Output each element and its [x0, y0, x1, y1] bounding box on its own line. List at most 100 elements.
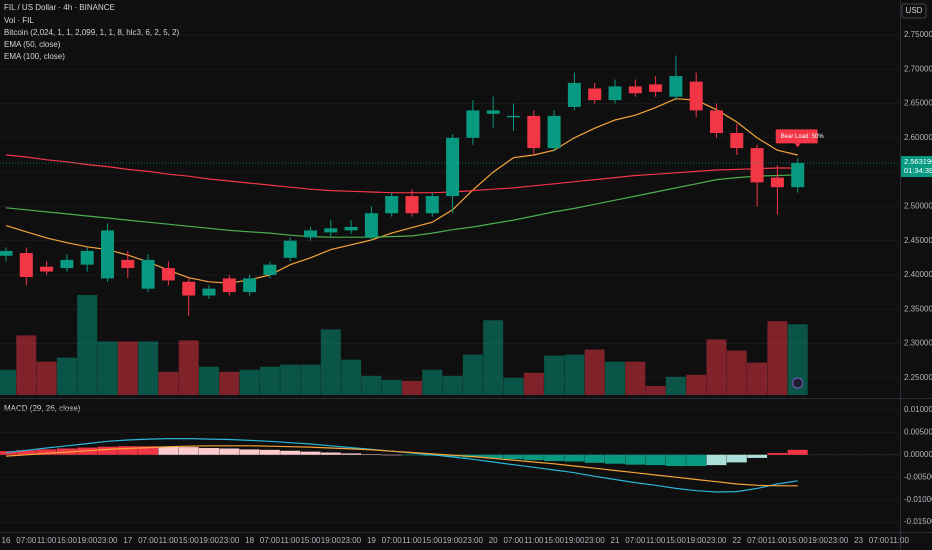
candle-body	[791, 163, 805, 188]
x-tick-label: 11:00	[889, 536, 909, 545]
candle-body	[304, 230, 317, 238]
x-tick-label: 22	[732, 536, 741, 545]
candle-body	[628, 86, 642, 94]
candle-body	[141, 259, 155, 289]
candle-body	[669, 76, 683, 97]
volume-bar	[239, 369, 260, 395]
x-tick-label: 07:00	[260, 536, 281, 545]
y-tick-label: 2.3500000	[904, 304, 932, 313]
x-tick-label: 07:00	[382, 536, 403, 545]
indicator-line	[5, 174, 798, 238]
volume-bar	[341, 359, 362, 395]
x-tick-label: 23:00	[463, 536, 484, 545]
volume-bar	[483, 320, 504, 395]
candle-body	[364, 213, 378, 238]
volume-bar	[300, 364, 321, 395]
x-tick-label: 07:00	[138, 536, 159, 545]
volume-bar	[503, 377, 524, 395]
y-tick-label: 2.7000000	[904, 64, 932, 73]
candle-body	[40, 266, 54, 272]
x-tick-label: 18	[245, 536, 254, 545]
x-tick-label: 07:00	[503, 536, 524, 545]
candle-body	[324, 228, 338, 233]
x-tick-label: 15:00	[179, 536, 200, 545]
candle-body	[547, 115, 561, 149]
macd-histogram-bar	[605, 454, 625, 464]
y-tick-label: 2.4000000	[904, 270, 932, 279]
macd-histogram-bar	[523, 454, 544, 461]
macd-histogram-bar	[706, 454, 727, 466]
indicator-line	[5, 154, 798, 194]
volume-bar	[138, 341, 159, 395]
candle-body	[344, 226, 358, 231]
currency-button[interactable]	[901, 3, 927, 19]
candle-body	[121, 259, 135, 269]
candle-body	[608, 86, 622, 101]
volume-bar	[564, 354, 585, 395]
x-tick-label: 16	[2, 536, 11, 545]
x-tick-label: 15:00	[422, 536, 443, 545]
annotation-box	[775, 129, 818, 144]
x-tick-label: 15:00	[300, 536, 321, 545]
x-tick-label: 11:00	[159, 536, 179, 545]
volume-bar	[77, 295, 98, 395]
x-tick-label: 23:00	[97, 536, 118, 545]
candle-body	[466, 110, 480, 138]
x-tick-label: 19:00	[77, 536, 98, 545]
candle-body	[405, 196, 419, 214]
y-tick-label: -0.0050000	[904, 472, 932, 481]
y-tick-label: 2.6000000	[904, 133, 932, 142]
candle-body	[283, 240, 297, 258]
x-tick-label: 07:00	[16, 536, 37, 545]
x-tick-label: 15:00	[788, 536, 809, 545]
macd-histogram-bar	[199, 448, 219, 455]
candle-body	[182, 281, 196, 296]
x-tick-label: 21	[611, 536, 620, 545]
macd-histogram-bar	[16, 450, 37, 455]
indicator-line	[5, 98, 798, 284]
x-tick-label: 23:00	[585, 536, 606, 545]
x-tick-label: 17	[123, 536, 132, 545]
annotation-pointer	[794, 143, 801, 148]
macd-histogram-bar	[36, 449, 57, 455]
volume-bar	[462, 354, 483, 395]
candle-body	[507, 115, 520, 118]
currency-label[interactable]: USD	[906, 6, 923, 15]
candle-body	[243, 278, 257, 293]
volume-bar	[747, 362, 768, 395]
macd-histogram-bar	[665, 454, 686, 466]
volume-bar	[158, 371, 179, 395]
y-tick-label: 2.4500000	[904, 236, 932, 245]
last-price-box	[901, 156, 932, 178]
macd-histogram-bar	[138, 446, 159, 455]
volume-bar	[0, 369, 16, 395]
volume-bar	[584, 349, 605, 395]
alert-icon	[792, 377, 804, 389]
volume-bar	[625, 361, 646, 395]
volume-bar	[178, 340, 199, 395]
x-tick-label: 23	[854, 536, 863, 545]
macd-histogram-bar	[483, 454, 504, 459]
volume-bar	[97, 341, 118, 395]
volume-bar	[219, 371, 240, 395]
volume-bar	[259, 366, 280, 395]
candle-body	[80, 250, 94, 265]
macd-histogram-bar	[625, 454, 646, 465]
macd-histogram-bar	[645, 454, 666, 466]
macd-histogram-bar	[726, 454, 747, 463]
x-tick-label: 19:00	[564, 536, 585, 545]
x-tick-label: 23:00	[706, 536, 727, 545]
candle-body	[567, 82, 581, 107]
macd-histogram-bar	[97, 446, 118, 455]
x-tick-label: 23:00	[828, 536, 849, 545]
x-tick-label: 15:00	[666, 536, 687, 545]
x-tick-label: 11:00	[646, 536, 666, 545]
x-tick-label: 20	[489, 536, 498, 545]
candle-body	[101, 230, 114, 279]
legend-entry: Bitcoin (2,024, 1, 1, 2,099, 1, 1, 8, hl…	[4, 28, 180, 37]
macd-histogram-bar	[320, 452, 341, 455]
candle-body	[750, 148, 764, 183]
macd-legend: MACD (29, 26, close)	[4, 404, 81, 413]
volume-bar	[402, 380, 422, 395]
x-tick-label: 23:00	[341, 536, 362, 545]
